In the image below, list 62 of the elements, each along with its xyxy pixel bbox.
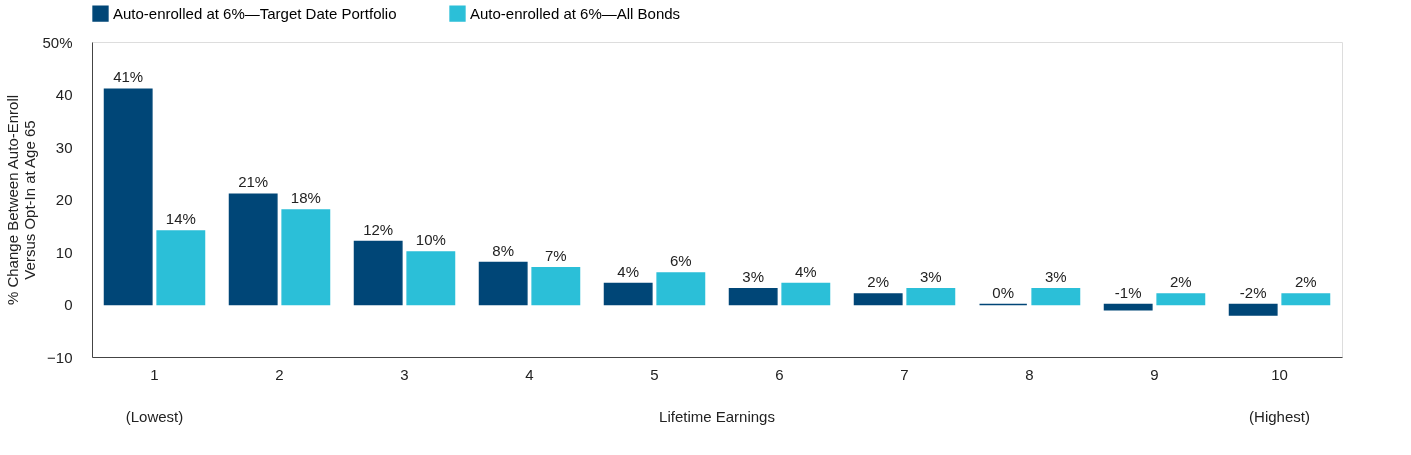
bar	[603, 282, 653, 306]
data-label: 12%	[363, 220, 394, 238]
bar	[656, 272, 706, 306]
y-tick-label: 20	[55, 191, 73, 208]
data-label: 6%	[669, 252, 692, 269]
y-tick-label: 0	[64, 296, 73, 313]
data-label: 0%	[992, 283, 1015, 301]
x-tick-label: 2	[275, 365, 284, 383]
bar	[1281, 293, 1331, 306]
data-label: 4%	[617, 262, 640, 280]
data-label: 4%	[794, 262, 817, 280]
bar	[728, 288, 778, 306]
bar	[853, 293, 903, 306]
x-tick-label: 6	[775, 365, 784, 383]
data-label: 41%	[113, 68, 144, 86]
data-label: 3%	[919, 267, 942, 285]
legend-label: Auto-enrolled at 6%—All Bonds	[470, 4, 681, 22]
bar	[103, 88, 153, 306]
data-label: -2%	[1239, 283, 1267, 301]
x-tick-label: 3	[400, 365, 409, 383]
bar	[406, 251, 456, 306]
bar	[156, 230, 206, 306]
data-label: 2%	[1169, 273, 1192, 290]
data-label: -1%	[1114, 283, 1142, 301]
x-tick-label: 5	[650, 365, 659, 383]
x-tick-label: 8	[1025, 365, 1034, 383]
y-axis-title: % Change Between Auto-Enroll Versus Opt-In at Age 65	[4, 94, 39, 306]
x-tick-label: 7	[900, 365, 909, 383]
data-label: 3%	[1044, 267, 1067, 285]
bar	[1228, 303, 1278, 316]
bar	[228, 193, 278, 306]
data-label: 2%	[867, 273, 890, 290]
y-tick-label: 40	[55, 86, 73, 103]
y-tick-label: −10	[47, 348, 73, 366]
x-tick-label: 4	[525, 365, 534, 383]
legend-label: Auto-enrolled at 6%—Target Date Portfolio	[113, 4, 397, 22]
data-label: 10%	[415, 231, 446, 248]
bar	[281, 209, 331, 306]
data-label: 18%	[290, 189, 321, 206]
x-tick-label: 9	[1150, 365, 1159, 383]
data-label: 14%	[165, 210, 196, 227]
data-label: 8%	[492, 241, 515, 259]
x-tick-label: 10	[1271, 365, 1288, 383]
y-tick-label: 50%	[42, 33, 73, 51]
data-label: 2%	[1294, 273, 1317, 290]
x-axis-title: Lifetime Earnings	[659, 408, 775, 425]
y-tick-label: 30	[55, 138, 73, 156]
bar	[353, 240, 403, 306]
data-label: 7%	[544, 246, 567, 264]
bar	[781, 282, 831, 306]
x-tick-label: 1	[150, 365, 159, 383]
text: (Highest)	[1249, 408, 1310, 425]
data-label: 21%	[238, 173, 269, 191]
data-label: 3%	[742, 267, 765, 285]
y-tick-label: 10	[55, 243, 73, 261]
text: (Lowest)	[125, 408, 184, 425]
bar	[906, 288, 956, 306]
bar	[1031, 288, 1081, 306]
bar	[1156, 293, 1206, 306]
bar	[1103, 303, 1153, 311]
bar	[478, 261, 528, 306]
bar	[531, 267, 581, 306]
